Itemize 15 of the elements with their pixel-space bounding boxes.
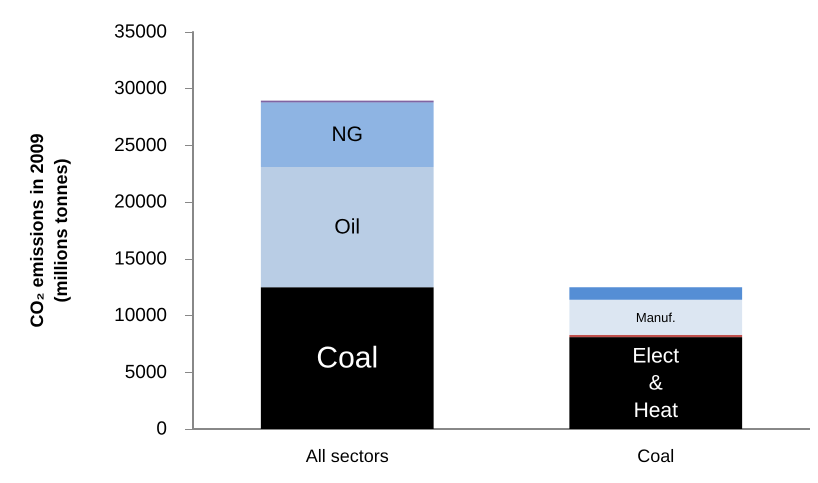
- series-label: Elect & Heat: [632, 344, 680, 422]
- y-tick-label: 0: [156, 418, 167, 440]
- y-tick-label: 35000: [114, 22, 167, 42]
- y-tick-label: 5000: [124, 362, 167, 383]
- series-label: Oil: [334, 216, 360, 239]
- series-label: Manuf.: [636, 310, 676, 325]
- y-tick-label: 30000: [114, 78, 167, 100]
- y-tick-label: 20000: [114, 192, 167, 213]
- y-tick-label: 10000: [114, 305, 167, 326]
- y-tick-label: 15000: [114, 248, 167, 270]
- series-label: Coal: [316, 342, 378, 375]
- series-label: NG: [332, 123, 363, 146]
- y-axis-title: CO₂ emissions in 2009 (millions tonnes): [27, 133, 71, 328]
- x-tick-label: All sectors: [306, 446, 389, 466]
- y-tick-label: 25000: [114, 134, 167, 156]
